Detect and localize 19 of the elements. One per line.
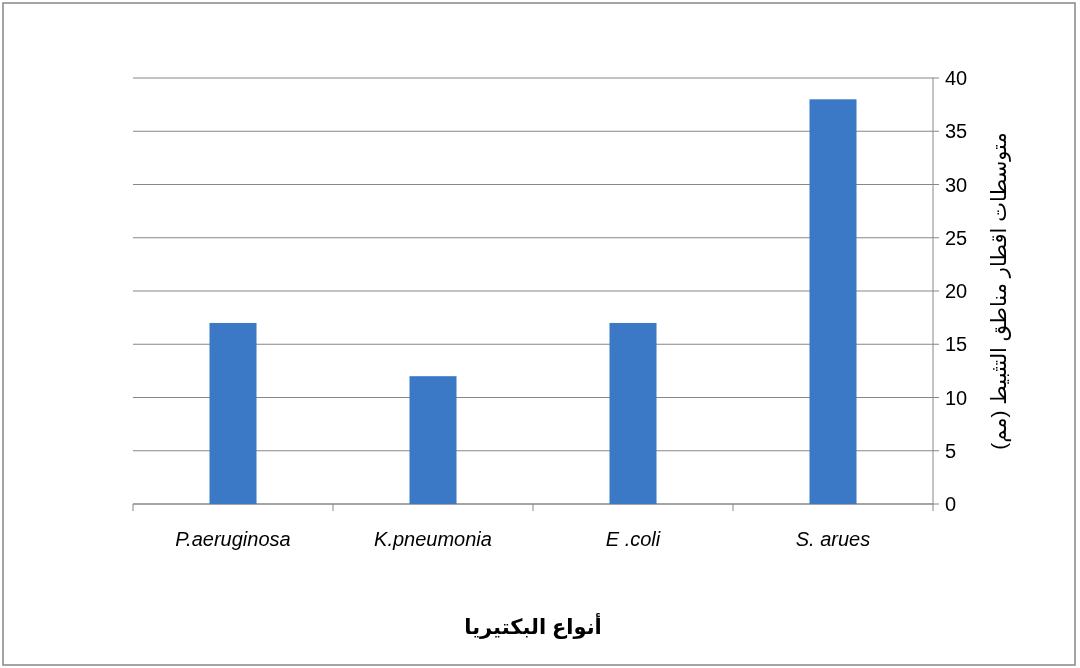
y-tick-label: 0 xyxy=(945,493,957,515)
y-tick-label: 5 xyxy=(945,439,957,462)
y-tick-label: 10 xyxy=(945,386,968,409)
y-tick-label: 30 xyxy=(945,173,968,196)
x-tick-label: K.pneumonia xyxy=(374,528,492,550)
y-tick-label: 40 xyxy=(945,67,968,89)
bar xyxy=(809,99,857,504)
bar xyxy=(209,322,257,504)
x-tick-label: E .coli xyxy=(605,528,661,550)
y-tick-label: 20 xyxy=(945,280,968,302)
y-tick-label: 15 xyxy=(945,333,968,356)
y-tick-label: 25 xyxy=(945,226,968,249)
x-tick-label: S. arues xyxy=(795,528,871,550)
y-axis-title: متوسطات اقطار مناطق التثبيط (مم) xyxy=(987,132,1012,450)
y-tick-label: 35 xyxy=(945,120,968,143)
x-axis-title: أنواع البكتيريا xyxy=(464,612,602,639)
bar xyxy=(609,322,657,504)
x-tick-label: P.aeruginosa xyxy=(175,528,291,550)
bar xyxy=(409,376,457,504)
